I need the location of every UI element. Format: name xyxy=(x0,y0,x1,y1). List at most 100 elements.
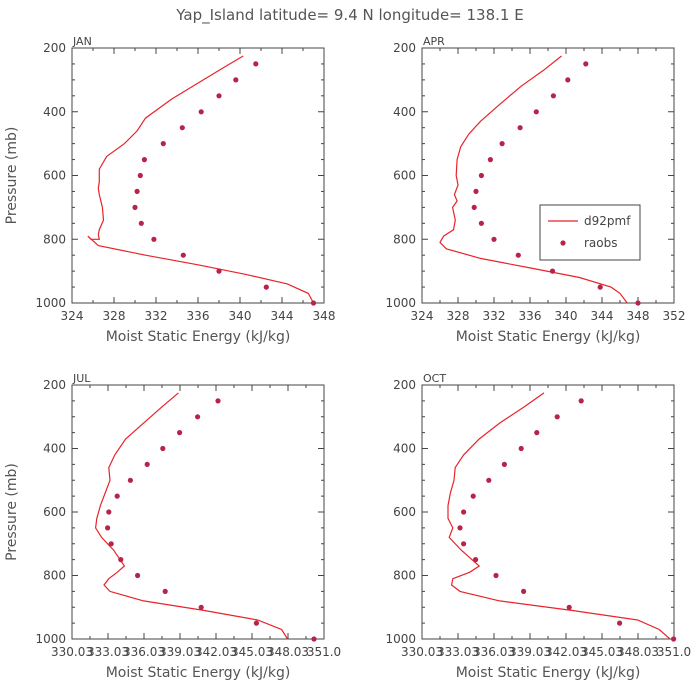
x-tick-label: 351.0 xyxy=(307,645,341,659)
data-point-raobs xyxy=(478,220,484,226)
data-point-raobs xyxy=(233,77,239,83)
y-tick-label: 1000 xyxy=(35,632,66,646)
data-point-raobs xyxy=(216,268,222,274)
data-point-raobs xyxy=(118,557,124,563)
data-point-raobs xyxy=(135,572,141,579)
y-tick-label: 200 xyxy=(393,378,416,392)
data-point-raobs xyxy=(198,109,204,115)
legend-box xyxy=(539,204,641,261)
legend-dot-swatch xyxy=(560,240,566,246)
data-point-raobs xyxy=(671,636,677,642)
y-tick-label: 200 xyxy=(393,41,416,55)
data-point-raobs xyxy=(487,157,493,163)
y-tick-label: 200 xyxy=(43,41,66,55)
x-tick-label: 332 xyxy=(483,309,506,323)
x-tick-label: 330.03 xyxy=(401,645,443,659)
data-point-raobs xyxy=(134,188,140,194)
data-point-raobs xyxy=(151,236,157,242)
data-point-raobs xyxy=(160,445,166,452)
x-axis-label: Moist Static Energy (kJ/kg) xyxy=(106,665,291,681)
series-line-d92pmf xyxy=(94,392,289,640)
y-tick-label: 600 xyxy=(393,169,416,183)
data-point-raobs xyxy=(518,445,524,452)
x-axis-label: Moist Static Energy (kJ/kg) xyxy=(106,329,291,345)
data-point-raobs xyxy=(517,125,523,131)
data-point-raobs xyxy=(162,588,168,595)
data-point-raobs xyxy=(198,604,204,610)
x-tick-label: 332 xyxy=(145,309,168,323)
y-tick-label: 1000 xyxy=(385,296,416,310)
x-tick-label: 324 xyxy=(61,309,84,323)
y-tick-label: 1000 xyxy=(35,296,66,310)
data-point-raobs xyxy=(473,557,479,563)
x-tick-label: 330.03 xyxy=(51,645,93,659)
data-point-raobs xyxy=(310,300,317,306)
data-point-raobs xyxy=(583,61,589,67)
x-tick-label: 348.03 xyxy=(267,645,309,659)
data-point-raobs xyxy=(253,620,259,626)
data-point-raobs xyxy=(105,525,111,531)
data-point-raobs xyxy=(177,430,183,436)
data-point-raobs xyxy=(493,572,499,579)
data-point-raobs xyxy=(138,220,144,226)
data-point-raobs xyxy=(473,188,479,194)
data-point-raobs xyxy=(179,125,185,131)
x-tick-label: 348 xyxy=(627,309,650,323)
data-point-raobs xyxy=(141,157,147,163)
x-tick-label: 342.03 xyxy=(195,645,237,659)
data-point-raobs xyxy=(195,414,201,420)
panel-label: JUL xyxy=(72,372,91,385)
data-point-raobs xyxy=(253,61,259,67)
series-line-d92pmf xyxy=(439,55,628,304)
x-tick-label: 333.03 xyxy=(437,645,479,659)
data-point-raobs xyxy=(461,541,467,547)
plot-frame xyxy=(421,384,675,640)
data-point-raobs xyxy=(501,461,507,467)
y-tick-label: 600 xyxy=(43,169,66,183)
x-tick-label: 340 xyxy=(229,309,252,323)
y-tick-label: 1000 xyxy=(385,632,416,646)
data-point-raobs xyxy=(180,252,186,258)
figure-title: Yap_Island latitude= 9.4 N longitude= 13… xyxy=(175,6,523,25)
x-tick-label: 348.03 xyxy=(617,645,659,659)
x-tick-label: 344 xyxy=(591,309,614,323)
data-point-raobs xyxy=(499,141,505,147)
y-tick-label: 400 xyxy=(43,442,66,456)
panel-jul: 200 400 600 800 1000330.03333.03336.03339.03… xyxy=(4,372,341,681)
y-tick-label: 800 xyxy=(393,232,416,246)
y-tick-label: 400 xyxy=(393,105,416,119)
data-point-raobs xyxy=(550,93,557,99)
data-point-raobs xyxy=(478,172,484,179)
x-tick-label: 328 xyxy=(447,309,470,323)
x-tick-label: 351.0 xyxy=(657,645,691,659)
x-tick-label: 328 xyxy=(103,309,126,323)
data-point-raobs xyxy=(521,588,527,595)
data-point-raobs xyxy=(597,284,603,290)
x-tick-label: 336 xyxy=(519,309,542,323)
y-axis-label: Pressure (mb) xyxy=(4,127,20,225)
y-tick-label: 600 xyxy=(43,505,66,519)
data-point-raobs xyxy=(578,398,584,404)
x-tick-label: 324 xyxy=(411,309,434,323)
x-tick-label: 348 xyxy=(313,309,336,323)
data-point-raobs xyxy=(127,477,133,483)
data-point-raobs xyxy=(106,509,112,515)
data-point-raobs xyxy=(554,414,560,420)
x-tick-label: 339.03 xyxy=(159,645,201,659)
x-tick-label: 345.03 xyxy=(581,645,623,659)
data-point-raobs xyxy=(114,493,120,499)
data-point-raobs xyxy=(144,461,150,467)
y-tick-label: 200 xyxy=(43,378,66,392)
x-tick-label: 336 xyxy=(187,309,210,323)
data-point-raobs xyxy=(137,172,143,179)
panel-oct: 200 400 600 800 1000330.03333.03336.03339.03… xyxy=(385,372,691,681)
data-point-raobs xyxy=(216,93,222,99)
series-line-d92pmf xyxy=(447,392,671,640)
data-point-raobs xyxy=(534,430,540,436)
data-point-raobs xyxy=(565,77,571,83)
data-point-raobs xyxy=(311,636,317,642)
data-point-raobs xyxy=(566,604,572,610)
